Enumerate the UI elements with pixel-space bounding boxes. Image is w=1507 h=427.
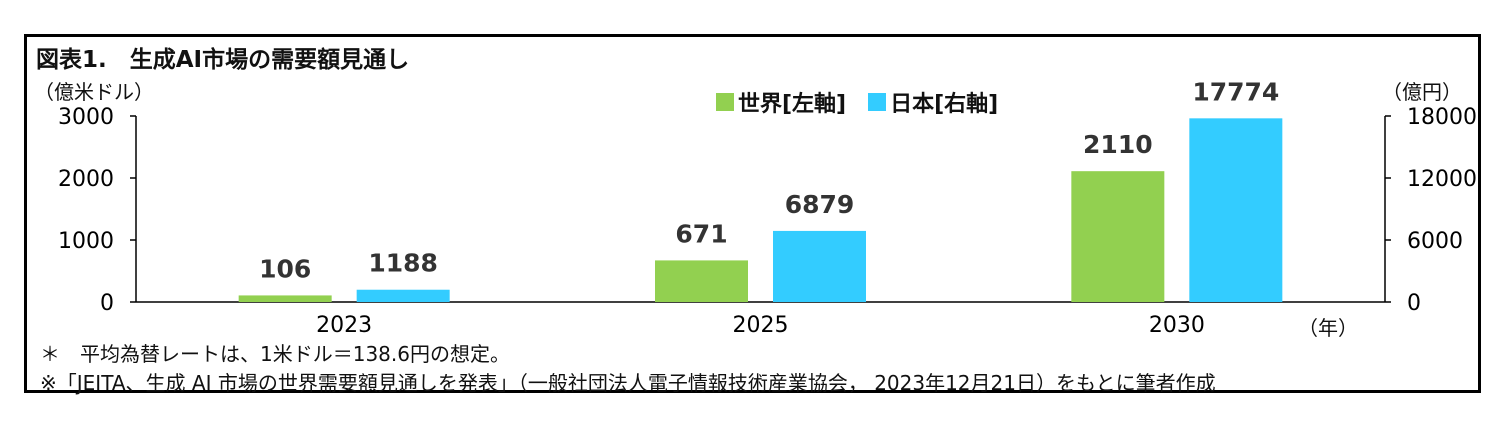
legend-label-world: 世界[左軸] bbox=[738, 92, 847, 117]
legend-item-world: 世界[左軸] bbox=[716, 86, 846, 118]
x-tick-label: 2030 bbox=[1149, 313, 1205, 338]
bar-world-2023 bbox=[238, 295, 332, 302]
legend: 世界[左軸] 日本[右軸] bbox=[716, 86, 1020, 118]
y-right-tick-label: 12000 bbox=[1407, 167, 1477, 192]
data-label-japan-2030: 17774 bbox=[1192, 77, 1279, 106]
bar-world-2025 bbox=[655, 260, 748, 302]
data-label-world-2030: 2110 bbox=[1083, 130, 1153, 159]
y-left-tick-label: 0 bbox=[100, 291, 114, 316]
bar-japan-2023 bbox=[356, 289, 450, 302]
data-label-world-2025: 671 bbox=[675, 219, 727, 248]
y-left-tick-label: 2000 bbox=[58, 167, 114, 192]
legend-label-japan: 日本[右軸] bbox=[890, 92, 999, 117]
legend-item-japan: 日本[右軸] bbox=[868, 86, 998, 118]
legend-swatch-world bbox=[716, 93, 734, 111]
data-label-japan-2025: 6879 bbox=[785, 190, 855, 219]
bar-japan-2030 bbox=[1189, 118, 1283, 303]
x-tick-label: 2023 bbox=[316, 313, 372, 338]
y-axis-left-unit: （億米ドル） bbox=[34, 80, 154, 104]
chart-frame bbox=[24, 34, 1481, 393]
x-tick-label: 2025 bbox=[733, 313, 789, 338]
y-left-tick-label: 1000 bbox=[58, 229, 114, 254]
note-exchange-rate: ＊ 平均為替レートは、1米ドル＝138.6円の想定。 bbox=[40, 342, 510, 366]
legend-swatch-japan bbox=[868, 93, 887, 111]
y-right-tick-label: 18000 bbox=[1407, 105, 1477, 130]
y-left-tick-label: 3000 bbox=[58, 105, 114, 130]
y-right-tick-label: 6000 bbox=[1407, 229, 1463, 254]
bar-japan-2025 bbox=[773, 230, 866, 302]
bar-world-2030 bbox=[1071, 171, 1165, 302]
data-label-japan-2023: 1188 bbox=[368, 249, 438, 278]
y-axis-right-unit: （億円） bbox=[1382, 80, 1462, 104]
y-right-tick-label: 0 bbox=[1407, 291, 1421, 316]
data-label-world-2023: 106 bbox=[259, 254, 311, 283]
x-axis-unit: （年） bbox=[1298, 316, 1358, 340]
chart-title: 図表1. 生成AI市場の需要額見通し bbox=[36, 47, 410, 73]
note-source: ※「JEITA、生成 AI 市場の世界需要額見通しを発表」（一般社団法人電子情報… bbox=[40, 371, 1216, 395]
